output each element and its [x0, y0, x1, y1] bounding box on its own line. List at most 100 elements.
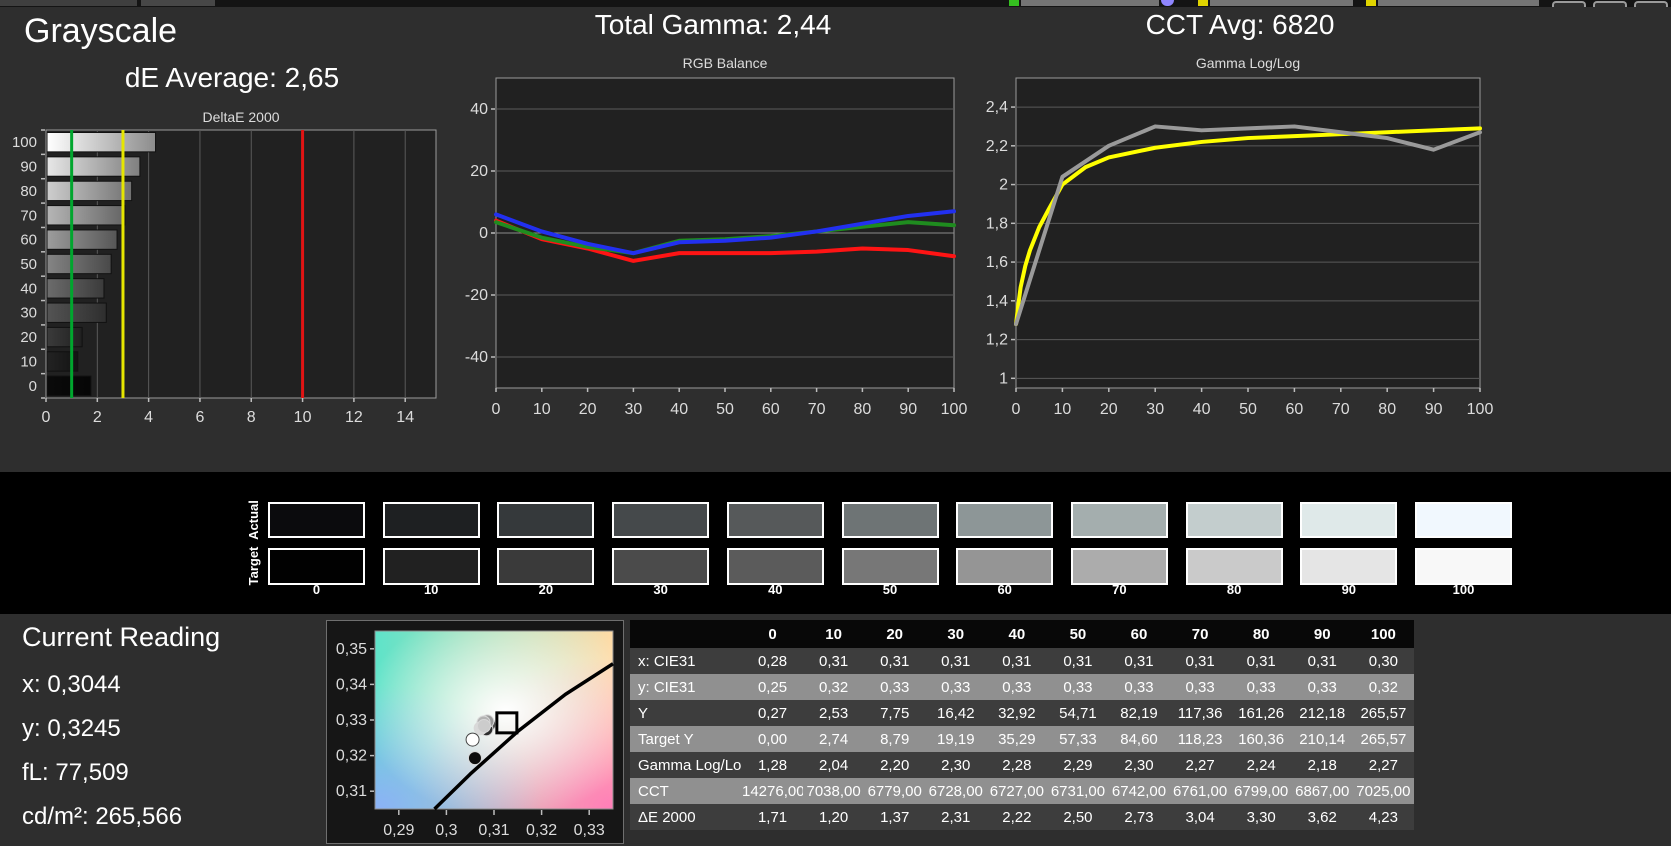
svg-text:10: 10 [20, 353, 37, 370]
table-cell: 2,27 [1352, 752, 1414, 778]
actual-swatch-60 [956, 502, 1054, 538]
svg-text:2: 2 [93, 409, 102, 426]
table-column-header: 50 [1047, 620, 1109, 648]
table-cell: 6728,00 [925, 778, 987, 804]
table-cell: 0,31 [1169, 648, 1231, 674]
table-cell: 0,31 [1047, 648, 1109, 674]
table-cell: 0,33 [1108, 674, 1170, 700]
table-cell: 1,37 [864, 804, 926, 830]
svg-text:-40: -40 [465, 349, 488, 366]
deltae-bar-80 [46, 180, 133, 202]
svg-text:60: 60 [20, 232, 37, 249]
current-reading-panel: Current Reading x: 0,3044 y: 0,3245 fL: 77… [22, 622, 220, 839]
target-swatch-90 [1300, 548, 1398, 585]
toolbar-fragment [0, 0, 137, 6]
target-swatch-80 [1185, 548, 1283, 585]
svg-text:80: 80 [854, 401, 872, 418]
table-cell: 0,33 [925, 674, 987, 700]
table-column-header: 70 [1169, 620, 1231, 648]
table-cell: 0,32 [803, 674, 865, 700]
table-cell: 2,30 [925, 752, 987, 778]
table-cell: 2,74 [803, 726, 865, 752]
svg-text:10: 10 [1054, 401, 1072, 418]
svg-text:30: 30 [625, 401, 643, 418]
table-cell: 3,30 [1230, 804, 1292, 830]
svg-text:60: 60 [1286, 401, 1304, 418]
status-chip-yellow [1366, 0, 1376, 6]
target-swatch-20 [497, 548, 595, 585]
deltae-bar-10 [46, 351, 79, 372]
table-column-header: 30 [925, 620, 987, 648]
svg-text:40: 40 [670, 401, 688, 418]
rgb-balance-line-chart: RGB Balance -40 -20 0 20 40 0 10 20 30 40 50 60 70 80 9… [465, 55, 968, 418]
svg-text:20: 20 [579, 401, 597, 418]
swatch-level-label: 100 [1452, 582, 1475, 597]
target-swatch-100 [1415, 548, 1512, 585]
svg-text:40: 40 [20, 280, 37, 297]
table-cell: 2,04 [803, 752, 865, 778]
table-cell: 2,22 [986, 804, 1048, 830]
svg-text:20: 20 [470, 163, 488, 180]
actual-swatch-0 [268, 502, 365, 538]
window-button[interactable] [1552, 1, 1586, 7]
deltae-bar-30 [46, 302, 107, 323]
table-cell: 6731,00 [1047, 778, 1109, 804]
table-row: Gamma Log/Log 1,28 2,04 2,20 2,30 2,28 2,29 2,3… [630, 752, 1414, 778]
deltae-bar-40 [46, 278, 105, 299]
svg-text:2,2: 2,2 [986, 138, 1008, 155]
deltae-bar-70 [46, 205, 126, 226]
swatch-level-label: 20 [538, 582, 554, 597]
table-cell: 0,31 [1230, 648, 1292, 674]
svg-text:0: 0 [479, 225, 488, 242]
row-label-target: Target [246, 546, 261, 586]
table-cell: 16,42 [925, 700, 987, 726]
svg-text:0: 0 [42, 409, 51, 426]
toolbar-fragment [1210, 0, 1353, 6]
table-row-label: CCT [630, 778, 742, 804]
svg-text:50: 50 [20, 256, 37, 273]
table-cell: 1,20 [803, 804, 865, 830]
svg-text:0,33: 0,33 [574, 822, 605, 839]
table-row-label: Y [630, 700, 742, 726]
current-reading-title: Current Reading [22, 622, 221, 652]
de-average-stat: dE Average: 2,65 [124, 62, 340, 93]
target-swatch-0 [268, 548, 365, 585]
table-cell: 6761,00 [1169, 778, 1231, 804]
svg-text:0,32: 0,32 [336, 748, 367, 765]
table-cell: 265,57 [1352, 700, 1414, 726]
table-cell: 0,33 [986, 674, 1048, 700]
target-swatch-50 [841, 548, 939, 585]
table-cell: 0,32 [1352, 674, 1414, 700]
target-swatch-10 [382, 548, 480, 585]
svg-text:2: 2 [999, 177, 1008, 194]
actual-swatch-20 [497, 502, 595, 538]
table-cell: 35,29 [986, 726, 1048, 752]
table-row: ΔE 2000 1,71 1,20 1,37 2,31 2,22 2,50 2,73 3,04 3… [630, 804, 1414, 830]
table-cell: 0,30 [1352, 648, 1414, 674]
svg-text:2,4: 2,4 [986, 99, 1008, 116]
table-cell: 2,18 [1291, 752, 1353, 778]
window-button[interactable] [1634, 1, 1668, 7]
table-cell: 6799,00 [1230, 778, 1292, 804]
table-cell: 2,50 [1047, 804, 1109, 830]
table-row-label: Gamma Log/Log [630, 752, 742, 778]
table-cell: 1,28 [742, 752, 804, 778]
svg-text:RGB Balance: RGB Balance [683, 55, 768, 71]
measurement-table: 0 10 20 30 40 50 60 70 80 90 100 x: CIE31 0,28 0,31 0,… [630, 620, 1414, 830]
table-cell: 3,04 [1169, 804, 1231, 830]
cie-chromaticity-panel: 0,31 0,32 0,33 0,34 0,35 0,29 0,3 0,31 0,32 0,33 [326, 620, 624, 844]
table-cell: 0,28 [742, 648, 804, 674]
table-cell: 6867,00 [1291, 778, 1353, 804]
table-cell: 0,31 [1108, 648, 1170, 674]
actual-swatch-100 [1415, 502, 1512, 538]
table-row: y: CIE31 0,25 0,32 0,33 0,33 0,33 0,33 0,33 0,33… [630, 674, 1414, 700]
svg-text:70: 70 [1332, 401, 1350, 418]
swatch-level-label: 60 [997, 582, 1012, 597]
table-cell: 8,79 [864, 726, 926, 752]
table-cell: 84,60 [1108, 726, 1170, 752]
table-column-header [630, 620, 742, 648]
table-cell: 2,20 [864, 752, 926, 778]
actual-swatch-80 [1185, 502, 1283, 538]
window-button[interactable] [1593, 1, 1627, 7]
table-column-header: 10 [803, 620, 865, 648]
